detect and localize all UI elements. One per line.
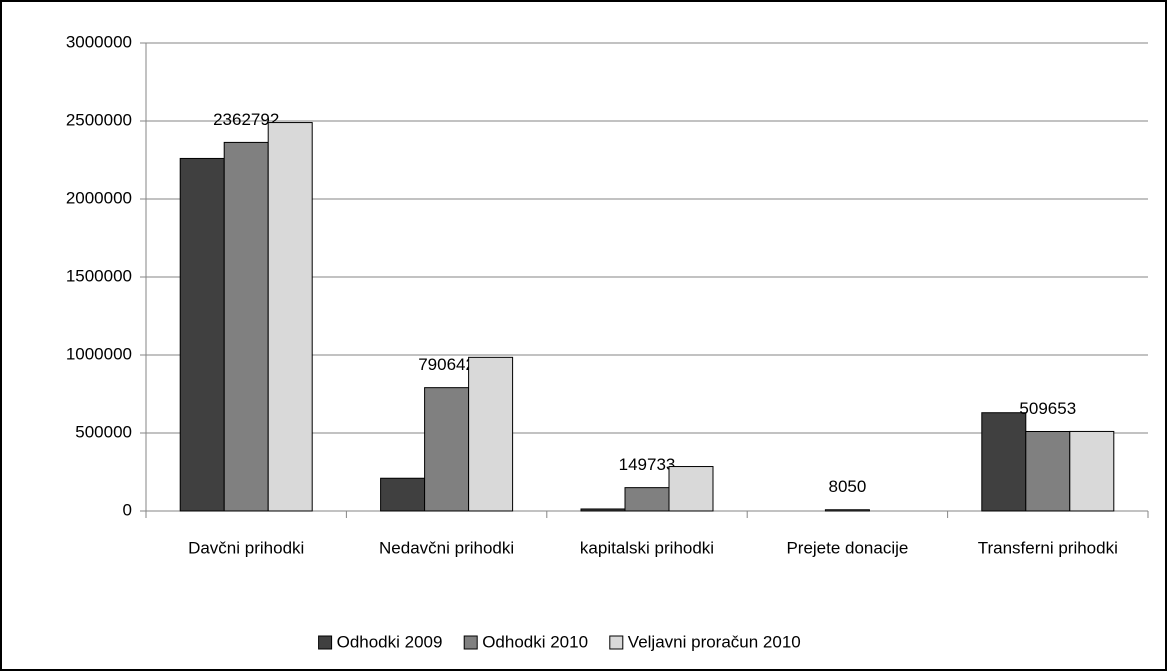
x-tick-label: Nedavčni prihodki [379, 538, 514, 557]
bar [1025, 430, 1071, 512]
legend-label: Odhodki 2010 [482, 632, 588, 651]
legend-swatch [318, 635, 333, 650]
y-tick-label: 1000000 [66, 344, 132, 363]
bar [179, 157, 225, 512]
legend-swatch [463, 635, 478, 650]
y-tick-label: 0 [123, 500, 132, 519]
bar [824, 509, 870, 512]
data-label: 149733 [619, 455, 676, 474]
bar [223, 141, 269, 512]
bar [1069, 430, 1115, 512]
bar [668, 466, 714, 512]
bar [468, 356, 514, 512]
data-label: 2362792 [213, 110, 279, 129]
y-tick-label: 2500000 [66, 110, 132, 129]
y-tick-label: 3000000 [66, 32, 132, 51]
bar [624, 487, 670, 512]
bar [580, 508, 626, 512]
legend-label: Veljavni proračun 2010 [628, 632, 801, 651]
y-tick-label: 500000 [75, 422, 132, 441]
x-tick-label: Transferni prihodki [978, 538, 1118, 557]
x-tick-label: Prejete donacije [786, 538, 908, 557]
bar [424, 387, 470, 512]
bar [981, 412, 1027, 512]
data-label: 509653 [1019, 399, 1076, 418]
bar [380, 477, 426, 512]
data-label: 790642 [418, 355, 475, 374]
legend-label: Odhodki 2009 [337, 632, 443, 651]
bar [267, 122, 313, 512]
y-tick-label: 2000000 [66, 188, 132, 207]
x-tick-label: Davčni prihodki [188, 538, 304, 557]
x-tick-label: kapitalski prihodki [580, 538, 714, 557]
legend-swatch [609, 635, 624, 650]
data-label: 8050 [828, 477, 866, 496]
y-tick-label: 1500000 [66, 266, 132, 285]
